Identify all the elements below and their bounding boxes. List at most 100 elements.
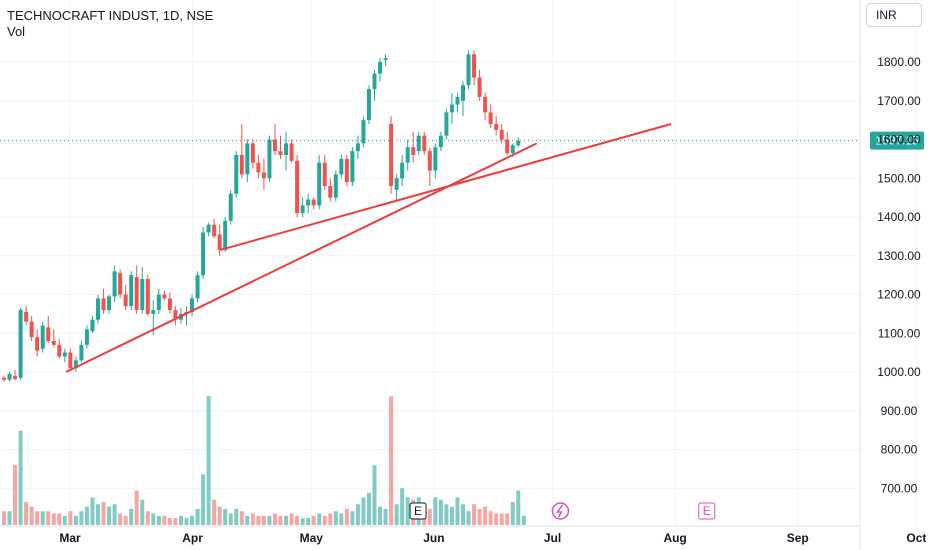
x-tick-label: Oct xyxy=(906,531,926,545)
volume-bar xyxy=(278,515,283,525)
volume-bar xyxy=(134,490,139,525)
volume-bar xyxy=(460,504,465,525)
volume-bar xyxy=(7,511,12,525)
candle-body xyxy=(40,325,45,349)
candle-body xyxy=(383,58,388,61)
candle-body xyxy=(400,162,405,179)
candle-body xyxy=(278,151,283,155)
volume-bar xyxy=(118,513,123,525)
candle-body xyxy=(438,135,443,148)
volume-bar xyxy=(477,508,482,525)
volume-bar xyxy=(13,465,18,525)
y-tick-label: 800.00 xyxy=(881,443,918,457)
candle-body xyxy=(339,158,344,175)
candle-body xyxy=(433,147,438,171)
candle-body xyxy=(129,275,134,307)
volume-bar xyxy=(389,396,394,525)
volume-bar xyxy=(405,497,410,525)
volume-bar xyxy=(129,508,134,525)
volume-bar xyxy=(90,497,95,525)
volume-bar xyxy=(84,506,89,525)
y-tick-label: 1600.00 xyxy=(877,133,921,147)
volume-bar xyxy=(178,515,183,525)
candle-body xyxy=(18,310,23,378)
volume-bar xyxy=(239,511,244,525)
candle-body xyxy=(190,298,195,312)
volume-bar xyxy=(483,506,488,525)
candle-body xyxy=(223,220,228,250)
volume-bar xyxy=(2,511,6,525)
candle-body xyxy=(206,224,211,233)
volume-bar xyxy=(73,515,78,525)
volume-bar xyxy=(499,513,504,525)
candle-body xyxy=(24,311,29,322)
volume-bar xyxy=(156,515,161,525)
volume-bar xyxy=(311,515,316,525)
candle-body xyxy=(7,373,12,380)
candle-body xyxy=(62,352,67,357)
candle-body xyxy=(90,319,95,332)
volume-bar xyxy=(466,511,471,525)
volume-bar xyxy=(40,511,45,525)
volume-bar xyxy=(256,515,261,525)
x-tick-label: Apr xyxy=(182,531,203,545)
volume-bar xyxy=(505,513,510,525)
volume-bar xyxy=(190,515,195,525)
volume-bar xyxy=(400,488,405,525)
volume-bar xyxy=(328,513,333,525)
volume-bar xyxy=(494,513,499,525)
currency-selector[interactable]: INR xyxy=(866,3,922,27)
volume-bar xyxy=(145,511,150,525)
volume-bar xyxy=(366,492,371,525)
trendlines[interactable] xyxy=(65,123,672,373)
candle-body xyxy=(123,294,128,307)
candle-body xyxy=(284,143,289,155)
y-tick-label: 1300.00 xyxy=(877,249,921,263)
volume-bar xyxy=(250,513,255,525)
candle-body xyxy=(245,143,250,175)
candle-body xyxy=(134,277,139,310)
volume-bar xyxy=(29,506,34,525)
x-tick-label: Mar xyxy=(59,531,81,545)
volume-bar xyxy=(344,508,349,525)
price-axis[interactable]: 700.00 800.00 900.00 1000.00 1100.00 1200.00 1… xyxy=(859,0,921,550)
trendline xyxy=(220,123,672,251)
candle-body xyxy=(261,172,266,179)
candle-body xyxy=(416,135,421,152)
volume-bar xyxy=(521,515,526,525)
candle-body xyxy=(267,139,272,179)
volume-bar xyxy=(151,513,156,525)
volume-bar xyxy=(173,518,178,525)
time-axis[interactable]: Mar Apr May Jun Jul Aug Sep Oct xyxy=(0,525,926,545)
x-tick-label: May xyxy=(300,531,324,545)
candle-body xyxy=(477,77,482,97)
candle-body xyxy=(107,296,112,310)
earnings-marker-label: E xyxy=(703,504,711,518)
candle-body xyxy=(162,294,167,299)
volume-bar xyxy=(195,508,200,525)
candle-body xyxy=(405,147,410,163)
earnings-marker-label: E xyxy=(414,504,422,518)
candle-body xyxy=(217,234,222,250)
volume-bar xyxy=(488,511,493,525)
candle-body xyxy=(35,337,40,351)
volume-bar xyxy=(361,497,366,525)
candle-body xyxy=(494,124,499,130)
volume-bar xyxy=(217,506,222,525)
trendline xyxy=(65,142,538,373)
candle-body xyxy=(195,275,200,299)
candle-body xyxy=(173,310,178,320)
candle-body xyxy=(289,143,294,161)
candle-body xyxy=(2,377,6,380)
y-tick-label: 1200.00 xyxy=(877,288,921,302)
candle-body xyxy=(300,205,305,214)
volume-bar xyxy=(223,508,228,525)
candle-body xyxy=(272,139,277,152)
candle-body xyxy=(378,62,383,74)
candle-body xyxy=(427,151,432,171)
candle-body xyxy=(311,199,316,206)
candle-body xyxy=(151,310,156,314)
y-tick-label: 1400.00 xyxy=(877,210,921,224)
